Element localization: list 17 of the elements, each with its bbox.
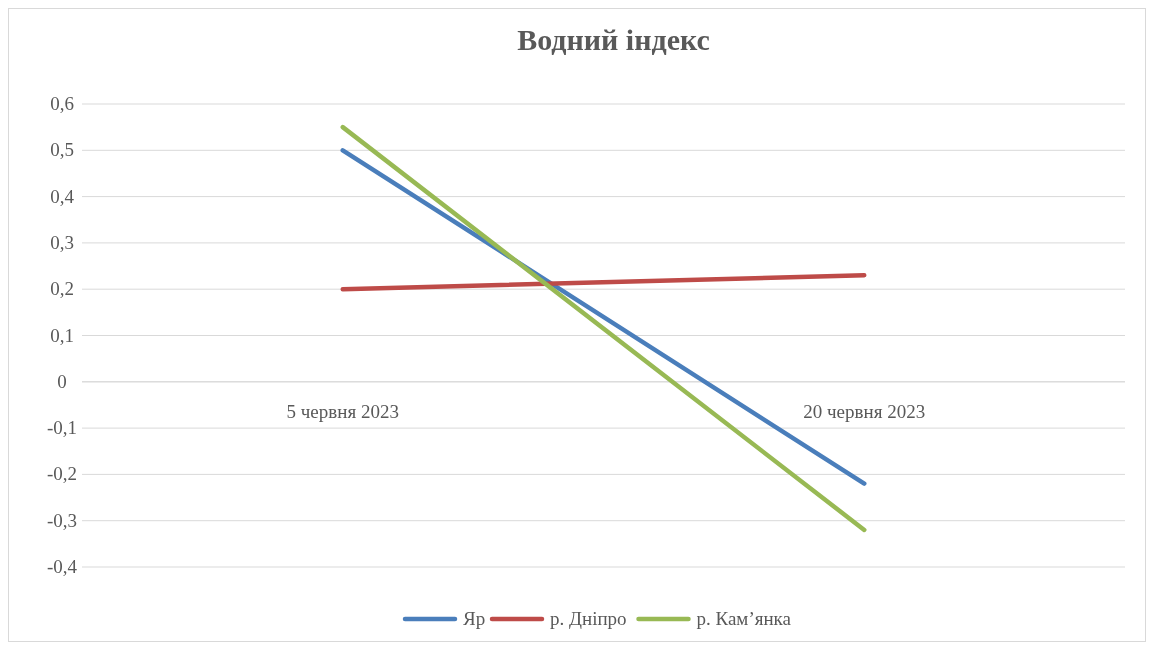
x-tick-label: 5 червня 2023	[286, 400, 399, 422]
y-tick-label: -0,4	[46, 556, 78, 577]
y-tick-label: -0,3	[46, 509, 78, 531]
y-tick-label: 0,3	[50, 231, 74, 253]
legend-label: Яр	[463, 608, 486, 629]
y-tick-label: 0,1	[50, 324, 74, 346]
legend-label: р. Кам’янка	[696, 608, 792, 629]
y-tick-label: 0,2	[50, 278, 74, 300]
y-tick-label: 0,4	[50, 185, 75, 207]
legend-label: р. Дніпро	[550, 608, 627, 629]
x-tick-label: 20 червня 2023	[803, 400, 926, 422]
y-tick-label: 0	[57, 370, 67, 392]
y-tick-label: -0,2	[46, 463, 78, 485]
y-tick-label: 0,5	[50, 139, 74, 161]
chart-title: Водний індекс	[517, 23, 710, 56]
y-tick-label: -0,1	[46, 417, 78, 439]
y-tick-label: 0,6	[50, 93, 74, 114]
